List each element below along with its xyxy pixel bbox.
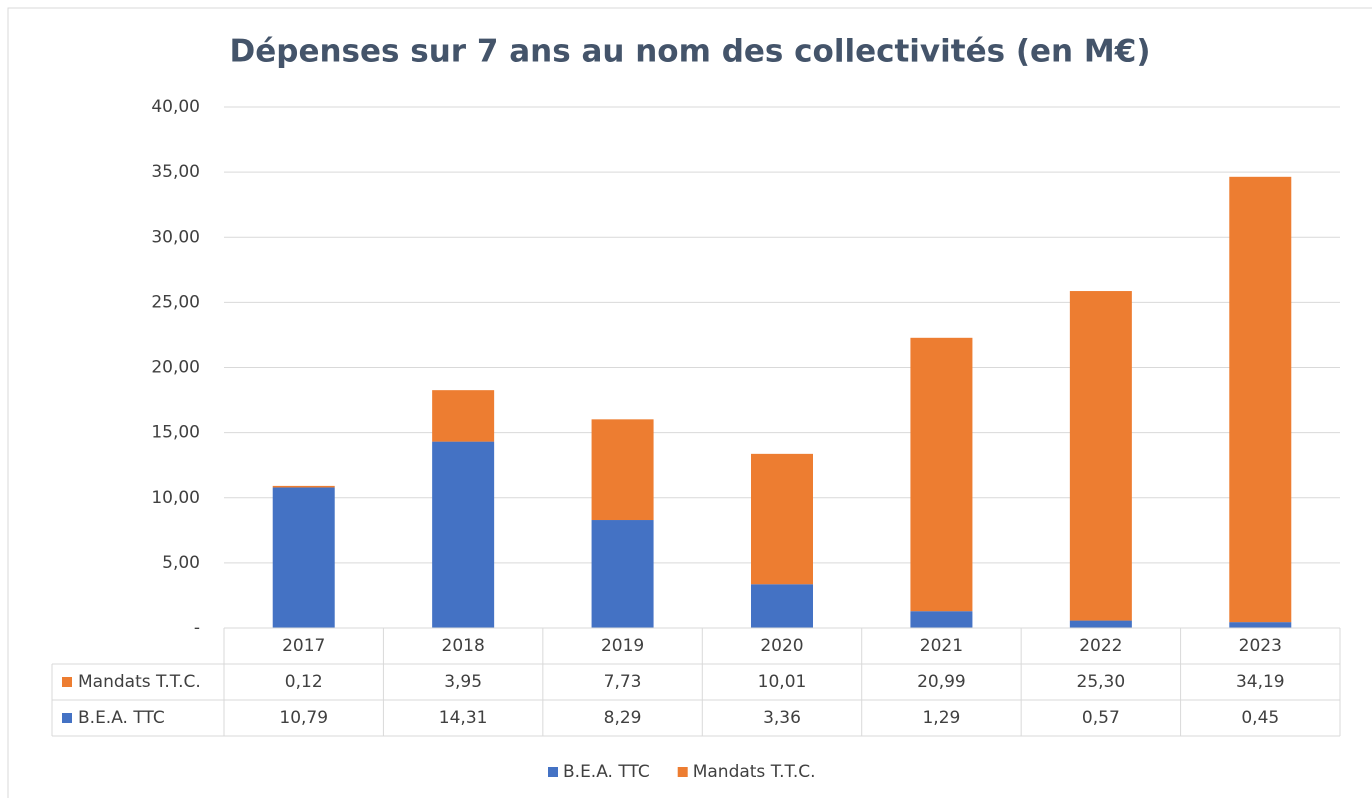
x-tick-label: 2022 (1079, 636, 1122, 656)
bar-segment (1229, 622, 1292, 628)
table-value: 1,29 (922, 708, 960, 728)
table-value: 7,73 (604, 672, 642, 692)
y-tick-label: 15,00 (151, 423, 200, 443)
table-value: 3,95 (444, 672, 482, 692)
legend-label: B.E.A. TTC (563, 762, 650, 782)
x-tick-label: 2020 (760, 636, 803, 656)
chart-border (7, 7, 1372, 798)
y-tick-label: 30,00 (151, 227, 200, 247)
x-tick-label: 2017 (282, 636, 325, 656)
table-value: 8,29 (604, 708, 642, 728)
bar-segment (751, 453, 813, 585)
x-tick-label: 2023 (1239, 636, 1282, 656)
bar-segment (432, 441, 495, 628)
table-value: 20,99 (917, 672, 966, 692)
table-value: 10,01 (758, 672, 807, 692)
chart-title: Dépenses sur 7 ans au nom des collectivi… (230, 34, 1151, 70)
y-tick-label: 40,00 (151, 97, 200, 117)
y-tick-label: 20,00 (151, 358, 200, 378)
x-tick-label: 2018 (442, 636, 485, 656)
table-value: 0,57 (1082, 708, 1120, 728)
legend-label: Mandats T.T.C. (693, 762, 816, 782)
bar-segment (1229, 176, 1292, 623)
table-series-name: Mandats T.T.C. (78, 672, 201, 692)
table-legend-key (62, 677, 72, 687)
bar-segment (751, 584, 813, 628)
table-legend-key (62, 713, 72, 723)
bar-segment (272, 485, 335, 488)
table-value: 3,36 (763, 708, 801, 728)
table-value: 34,19 (1236, 672, 1285, 692)
bar-segment (591, 419, 654, 521)
bar-segment (910, 611, 973, 628)
y-tick-label: - (194, 618, 200, 638)
y-tick-label: 5,00 (162, 553, 200, 573)
y-tick-label: 10,00 (151, 488, 200, 508)
bar-segment (1069, 291, 1132, 621)
table-series-name: B.E.A. TTC (78, 708, 165, 728)
bar-segment (591, 520, 654, 628)
table-value: 14,31 (439, 708, 488, 728)
legend-key (548, 767, 558, 777)
y-tick-label: 25,00 (151, 292, 200, 312)
x-tick-label: 2021 (920, 636, 963, 656)
bar-segment (910, 337, 973, 612)
bar-segment (272, 487, 335, 628)
table-value: 10,79 (279, 708, 328, 728)
table-value: 0,45 (1241, 708, 1279, 728)
x-tick-label: 2019 (601, 636, 644, 656)
bar-segment (1069, 620, 1132, 628)
bar-segment (432, 390, 495, 442)
table-value: 25,30 (1077, 672, 1126, 692)
legend-key (677, 767, 688, 777)
table-value: 0,12 (285, 672, 323, 692)
y-tick-label: 35,00 (151, 162, 200, 182)
